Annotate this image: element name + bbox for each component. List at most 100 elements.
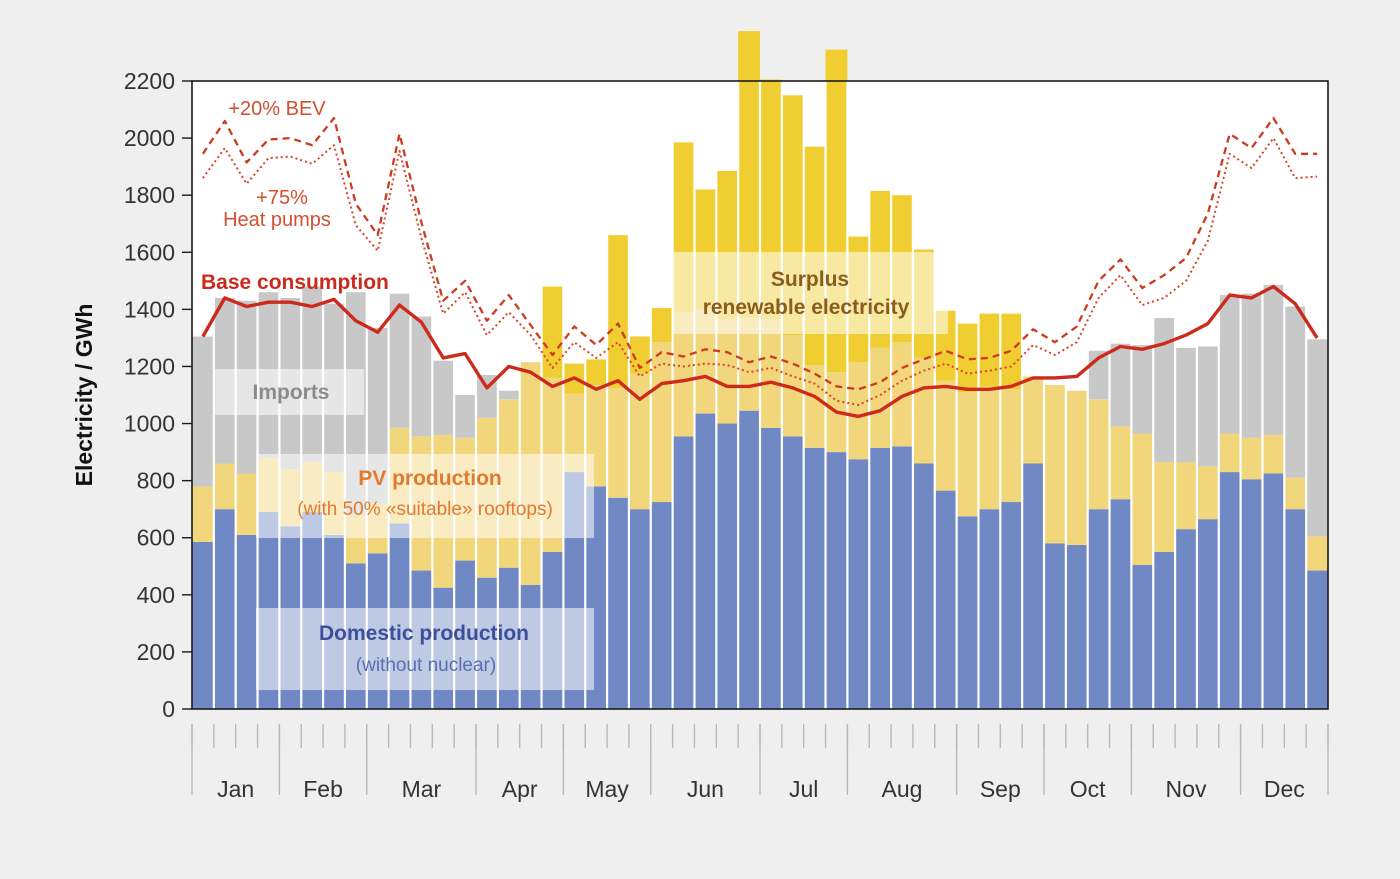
pv-bar <box>628 373 651 510</box>
domestic-bar <box>1240 479 1263 709</box>
month-label: Apr <box>502 776 538 802</box>
base-consumption-annotation: Base consumption <box>201 271 389 294</box>
imports-label-box <box>214 369 364 415</box>
pv-label: PV production <box>358 467 502 490</box>
imports-bar <box>388 293 411 428</box>
month-label: Oct <box>1070 776 1106 802</box>
imports-label: Imports <box>252 381 329 404</box>
domestic-bar <box>803 447 826 709</box>
pv-bar <box>1153 462 1176 552</box>
domestic-bar <box>1065 544 1088 709</box>
pv-bar <box>978 386 1001 510</box>
month-label: Dec <box>1264 776 1305 802</box>
domestic-bar <box>1000 502 1023 709</box>
domestic-bar <box>912 463 935 709</box>
imports-bar <box>1131 345 1154 434</box>
pv-bar <box>1065 390 1088 545</box>
domestic-bar <box>1153 552 1176 709</box>
domestic-bar <box>1262 473 1285 709</box>
pv-sublabel: (with 50% «suitable» rooftops) <box>297 499 553 520</box>
pv-bar <box>1240 437 1263 480</box>
bars-layer <box>192 31 1328 709</box>
y-tick-label: 1200 <box>124 353 175 379</box>
imports-bar <box>410 316 433 437</box>
pv-bar <box>1109 426 1132 500</box>
domestic-bar <box>694 413 717 709</box>
y-tick-label: 1800 <box>124 182 175 208</box>
imports-bar <box>497 390 520 400</box>
base-consumption-line <box>201 284 1319 419</box>
pv-bar <box>891 342 913 447</box>
surplus-bar <box>607 235 629 388</box>
pv-bar <box>694 309 717 414</box>
pv-bar <box>716 319 739 424</box>
surplus-bar <box>585 359 608 386</box>
pv-bar <box>1284 477 1307 510</box>
domestic-bar <box>978 509 1001 709</box>
imports-bar <box>1218 295 1241 434</box>
domestic-bar <box>934 490 957 709</box>
surplus-sublabel: renewable electricity <box>703 296 910 319</box>
imports-bar <box>432 360 455 435</box>
surplus-bar <box>738 31 760 318</box>
domestic-label-box <box>256 608 594 690</box>
imports-bar <box>454 395 476 438</box>
surplus-bar <box>956 323 979 393</box>
y-tick-label: 2000 <box>124 125 175 151</box>
domestic-bar <box>628 509 651 709</box>
surplus-bar <box>1000 313 1023 390</box>
pv-bar <box>1262 434 1285 474</box>
y-tick-label: 600 <box>137 525 175 551</box>
domestic-bar <box>1022 463 1044 709</box>
pv-bar <box>192 486 214 543</box>
imports-bar <box>1196 346 1219 467</box>
pv-bar <box>847 362 870 460</box>
pv-bar <box>1306 536 1328 571</box>
pv-bar <box>1196 466 1219 520</box>
pv-bar <box>760 319 782 428</box>
surplus-bar <box>541 286 564 378</box>
domestic-bar <box>1131 564 1154 709</box>
month-label: Aug <box>882 776 923 802</box>
imports-bar <box>1284 306 1307 478</box>
pv-bar <box>1175 462 1197 530</box>
domestic-bar <box>607 497 629 709</box>
domestic-bar <box>1109 499 1132 709</box>
domestic-bar <box>825 452 848 709</box>
domestic-bar <box>738 410 760 709</box>
y-tick-label: 0 <box>162 696 175 722</box>
month-label: Jan <box>217 776 254 802</box>
domestic-bar <box>672 436 695 709</box>
heat-pump-line <box>202 137 1318 406</box>
domestic-label: Domestic production <box>319 622 529 645</box>
pv-bar <box>1087 399 1110 510</box>
imports-bar <box>1262 285 1285 435</box>
axes-layer: 0 200 400 600 800 1000 1200 1400 1600 1800 2000 220… <box>71 68 1329 802</box>
domestic-bar <box>1175 529 1197 709</box>
domestic-bar <box>781 436 804 709</box>
month-label: Sep <box>980 776 1021 802</box>
domestic-bar <box>1196 519 1219 709</box>
pv-bar <box>235 473 258 535</box>
imports-bar <box>1306 339 1328 537</box>
y-tick-label: 2200 <box>124 68 175 94</box>
domestic-bar <box>1306 570 1328 709</box>
y-tick-label: 1600 <box>124 239 175 265</box>
month-label: Nov <box>1166 776 1207 802</box>
plot-frame <box>191 80 1329 710</box>
surplus-label: Surplus <box>771 268 849 291</box>
pv-bar <box>1022 376 1044 464</box>
pv-bar <box>607 387 629 498</box>
domestic-bar <box>716 423 739 709</box>
imports-bar <box>1240 293 1263 438</box>
domestic-bar <box>650 502 673 709</box>
heat-pump-annotation: Heat pumps <box>223 209 331 231</box>
imports-bar <box>192 336 214 487</box>
pv-bar <box>563 393 586 473</box>
pv-bar <box>1218 433 1241 473</box>
heat-pump-pct-annotation: +75% <box>256 187 308 209</box>
pv-bar <box>650 342 673 503</box>
pv-bar <box>912 357 935 464</box>
pv-bar <box>1044 385 1066 544</box>
